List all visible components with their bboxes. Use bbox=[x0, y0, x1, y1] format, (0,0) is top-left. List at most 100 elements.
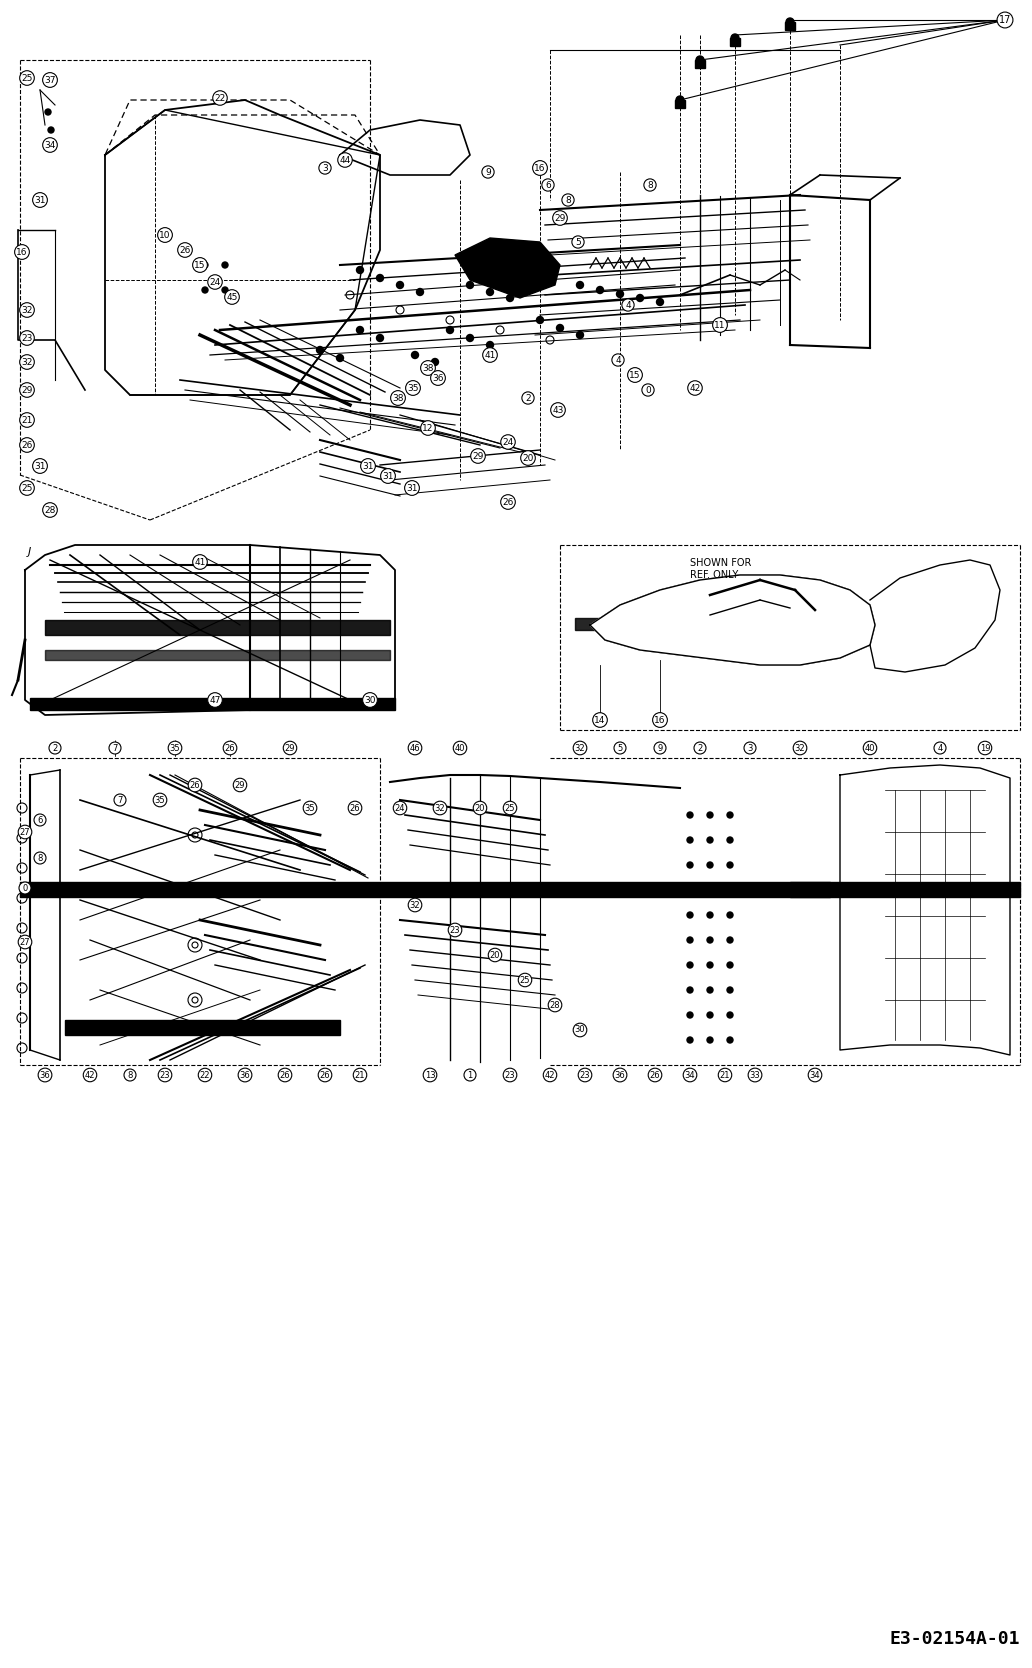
Text: 31: 31 bbox=[34, 195, 45, 205]
Circle shape bbox=[707, 987, 713, 992]
Text: 5: 5 bbox=[617, 744, 622, 752]
Text: 29: 29 bbox=[473, 452, 484, 460]
Circle shape bbox=[396, 282, 404, 289]
Text: 29: 29 bbox=[554, 214, 566, 222]
Circle shape bbox=[49, 127, 54, 133]
Circle shape bbox=[466, 335, 474, 342]
Text: 40: 40 bbox=[455, 744, 465, 752]
Text: 32: 32 bbox=[434, 804, 446, 812]
Bar bbox=[675, 100, 685, 108]
Text: 35: 35 bbox=[155, 796, 165, 804]
Text: 31: 31 bbox=[382, 472, 394, 480]
Text: 26: 26 bbox=[650, 1071, 660, 1079]
Circle shape bbox=[356, 327, 363, 334]
Circle shape bbox=[356, 267, 363, 274]
Text: 26: 26 bbox=[350, 804, 360, 812]
Bar bbox=[730, 38, 740, 47]
Polygon shape bbox=[575, 619, 870, 631]
Text: 26: 26 bbox=[225, 744, 235, 752]
Text: 15: 15 bbox=[630, 370, 641, 380]
Circle shape bbox=[707, 1037, 713, 1042]
Circle shape bbox=[577, 332, 583, 339]
Polygon shape bbox=[590, 575, 875, 666]
Circle shape bbox=[707, 962, 713, 967]
Circle shape bbox=[707, 862, 713, 867]
Circle shape bbox=[417, 289, 423, 295]
Circle shape bbox=[45, 108, 51, 115]
Circle shape bbox=[696, 57, 704, 63]
Text: 26: 26 bbox=[22, 440, 33, 449]
Circle shape bbox=[727, 1037, 733, 1042]
Text: 12: 12 bbox=[422, 424, 433, 432]
Text: 20: 20 bbox=[475, 804, 485, 812]
Text: 40: 40 bbox=[865, 744, 875, 752]
Text: 28: 28 bbox=[550, 1001, 560, 1009]
Circle shape bbox=[202, 262, 208, 269]
Text: 27: 27 bbox=[20, 937, 30, 946]
Text: 11: 11 bbox=[714, 320, 725, 330]
Text: 10: 10 bbox=[159, 230, 170, 240]
Circle shape bbox=[202, 287, 208, 294]
Text: 6: 6 bbox=[545, 180, 551, 190]
Text: 21: 21 bbox=[22, 415, 33, 424]
Text: 23: 23 bbox=[505, 1071, 515, 1079]
Circle shape bbox=[596, 287, 604, 294]
Text: 35: 35 bbox=[304, 804, 316, 812]
Circle shape bbox=[656, 299, 664, 305]
Text: 35: 35 bbox=[169, 744, 181, 752]
Text: 45: 45 bbox=[226, 292, 237, 302]
Circle shape bbox=[727, 887, 733, 892]
Circle shape bbox=[222, 262, 228, 269]
Circle shape bbox=[727, 837, 733, 842]
Text: 16: 16 bbox=[535, 163, 546, 172]
Text: 4: 4 bbox=[615, 355, 621, 365]
Circle shape bbox=[431, 359, 439, 365]
Circle shape bbox=[727, 962, 733, 967]
Text: 15: 15 bbox=[194, 260, 205, 270]
Polygon shape bbox=[455, 239, 560, 299]
Text: 26: 26 bbox=[280, 1071, 290, 1079]
Text: 8: 8 bbox=[566, 195, 571, 205]
Text: 3: 3 bbox=[322, 163, 328, 172]
Circle shape bbox=[447, 327, 453, 334]
Text: 2: 2 bbox=[698, 744, 703, 752]
Text: 43: 43 bbox=[552, 405, 563, 415]
Text: 7: 7 bbox=[112, 744, 118, 752]
Circle shape bbox=[486, 342, 493, 349]
Text: 32: 32 bbox=[575, 744, 585, 752]
Text: 29: 29 bbox=[285, 744, 295, 752]
Text: 20: 20 bbox=[522, 454, 534, 462]
Text: 42: 42 bbox=[545, 1071, 555, 1079]
Circle shape bbox=[616, 290, 623, 297]
Circle shape bbox=[707, 837, 713, 842]
Circle shape bbox=[577, 282, 583, 289]
Circle shape bbox=[727, 937, 733, 942]
Circle shape bbox=[731, 33, 739, 42]
Text: 31: 31 bbox=[362, 462, 374, 470]
Circle shape bbox=[687, 1037, 694, 1042]
Circle shape bbox=[707, 812, 713, 817]
Text: 8: 8 bbox=[127, 1071, 133, 1079]
Circle shape bbox=[687, 862, 694, 867]
Text: 36: 36 bbox=[615, 1071, 625, 1079]
Text: 19: 19 bbox=[979, 744, 991, 752]
Text: 8: 8 bbox=[647, 180, 653, 190]
Text: 13: 13 bbox=[425, 1071, 436, 1079]
Circle shape bbox=[687, 912, 694, 917]
Text: 29: 29 bbox=[234, 781, 246, 789]
Circle shape bbox=[727, 1012, 733, 1017]
Text: 32: 32 bbox=[795, 744, 805, 752]
Circle shape bbox=[317, 347, 323, 354]
Text: 25: 25 bbox=[22, 73, 33, 82]
Circle shape bbox=[687, 987, 694, 992]
Circle shape bbox=[687, 962, 694, 967]
Text: 2: 2 bbox=[525, 394, 530, 402]
Text: 4: 4 bbox=[937, 744, 942, 752]
Text: 16: 16 bbox=[17, 247, 28, 257]
Polygon shape bbox=[20, 882, 1020, 897]
Text: 9: 9 bbox=[657, 744, 663, 752]
Polygon shape bbox=[45, 651, 390, 661]
Text: 7: 7 bbox=[118, 796, 123, 804]
Circle shape bbox=[222, 287, 228, 294]
Text: E3-02154A-01: E3-02154A-01 bbox=[890, 1630, 1020, 1648]
